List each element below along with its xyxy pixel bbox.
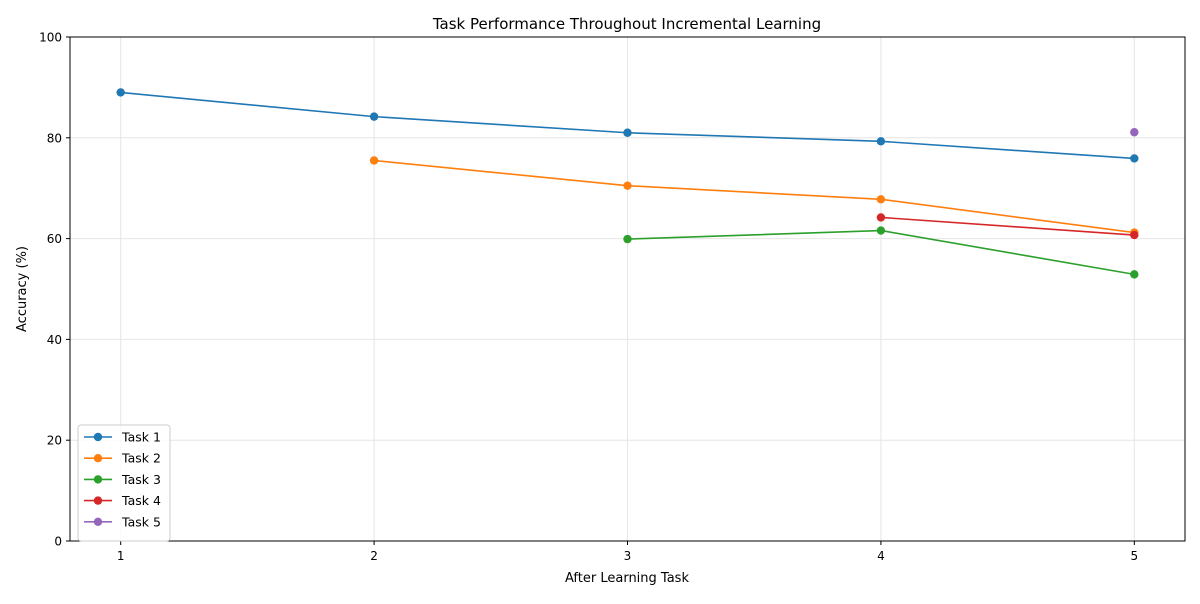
data-point — [1130, 270, 1139, 279]
y-tick-label: 60 — [47, 232, 62, 246]
series-line — [374, 159, 1135, 234]
data-point — [623, 128, 632, 137]
x-tick-label: 4 — [877, 549, 885, 563]
x-tick-label: 5 — [1130, 549, 1138, 563]
legend-marker — [93, 496, 103, 505]
data-point — [1130, 128, 1139, 137]
legend-item: Task 2 — [84, 451, 161, 466]
y-axis-label: Accuracy (%) — [15, 246, 30, 332]
data-point — [876, 137, 886, 146]
data-point — [1130, 230, 1139, 240]
x-tick-label: 1 — [117, 549, 125, 563]
data-point — [116, 88, 125, 97]
series-line — [880, 216, 1135, 236]
x-tick-label: 2 — [370, 549, 378, 563]
legend-label: Task 1 — [121, 430, 161, 445]
series-task-1 — [116, 88, 1139, 163]
y-tick-label: 80 — [47, 131, 62, 145]
legend-marker — [93, 475, 103, 484]
x-tick-label: 3 — [624, 549, 632, 563]
x-axis-label: After Learning Task — [565, 571, 689, 586]
x-axis-ticks: 1 2 3 4 5 — [117, 541, 1138, 563]
data-point — [623, 181, 632, 190]
legend-item: Task 3 — [84, 472, 161, 487]
legend-box — [77, 424, 171, 542]
series-task-2 — [369, 156, 1139, 237]
y-axis-ticks: 0 20 40 60 80 100 — [39, 31, 70, 549]
legend-label: Task 4 — [121, 493, 161, 508]
legend-item: Task 4 — [84, 493, 161, 508]
legend-item: Task 5 — [84, 514, 161, 529]
y-tick-label: 0 — [54, 535, 62, 549]
legend-marker — [93, 454, 103, 463]
legend-marker — [93, 432, 103, 442]
series-task-5 — [1130, 128, 1139, 137]
series-layer — [116, 88, 1139, 279]
legend-label: Task 3 — [121, 472, 161, 487]
legend: Task 1 Task 2 Task 3 Task 4 Task 5 — [77, 424, 171, 542]
data-point — [369, 112, 379, 121]
legend-label: Task 5 — [121, 514, 161, 529]
series-task-3 — [623, 226, 1139, 279]
data-point — [876, 213, 886, 222]
data-point — [876, 226, 886, 235]
y-tick-label: 40 — [47, 333, 62, 347]
data-point — [623, 234, 632, 244]
y-tick-label: 20 — [47, 434, 62, 448]
data-point — [876, 195, 886, 204]
data-point — [369, 156, 379, 165]
legend-item: Task 1 — [84, 430, 161, 445]
series-task-4 — [876, 213, 1139, 240]
chart-title: Task Performance Throughout Incremental … — [432, 15, 821, 33]
y-tick-label: 100 — [39, 31, 62, 45]
legend-marker — [93, 517, 103, 526]
grid — [70, 36, 1185, 542]
data-point — [1130, 154, 1139, 163]
legend-label: Task 2 — [121, 451, 161, 466]
